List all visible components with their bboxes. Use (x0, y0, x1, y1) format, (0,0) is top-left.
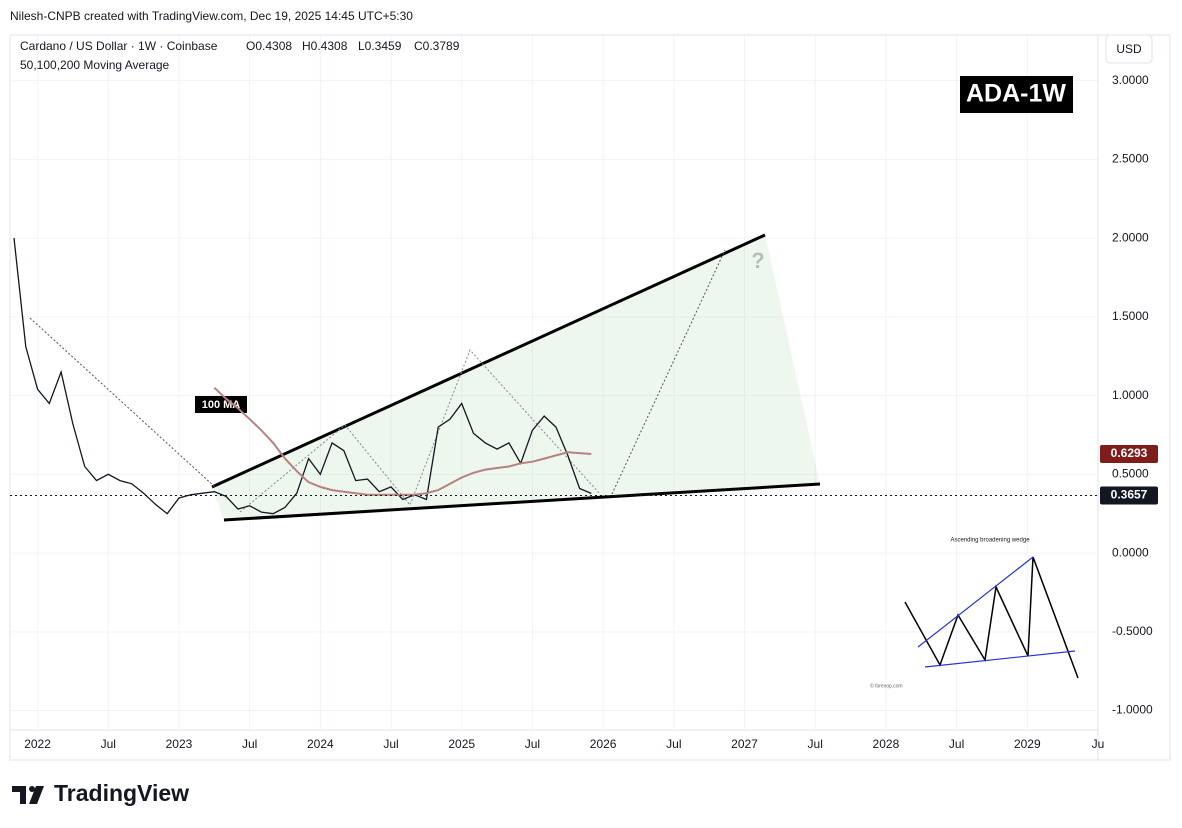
ohlc-high: H0.4308 (302, 39, 348, 53)
x-tick-label: 2025 (448, 737, 475, 751)
x-tick-label: Jul (808, 737, 823, 751)
inset-lower (924, 650, 1076, 668)
x-tick-label: 2022 (24, 737, 51, 751)
x-tick-label: Jul (525, 737, 540, 751)
x-tick-label: Ju (1092, 737, 1105, 751)
y-tick-label: 2.5000 (1112, 152, 1149, 166)
x-tick-label: Jul (242, 737, 257, 751)
x-tick-label: Jul (949, 737, 964, 751)
x-tick-label: 2027 (731, 737, 758, 751)
x-tick-label: 2023 (166, 737, 193, 751)
x-tick-label: 2026 (590, 737, 617, 751)
question-mark: ? (751, 248, 764, 273)
currency[interactable]: USD (1116, 42, 1142, 56)
y-tick-label: -1.0000 (1112, 703, 1153, 717)
y-tick-label: 1.0000 (1112, 388, 1149, 402)
y-tick-label: -0.5000 (1112, 624, 1153, 638)
wedge-fill (212, 235, 820, 520)
indicator: 50,100,200 Moving Average (20, 58, 170, 72)
inset-credit: © forexop.com (870, 682, 903, 689)
credit: Nilesh-CNPB created with TradingView.com… (10, 9, 413, 23)
y-tick-label: 0.5000 (1112, 467, 1149, 481)
price-label-box (1100, 486, 1158, 505)
dotted-path (29, 317, 216, 488)
ohlc-low: L0.3459 (358, 39, 402, 53)
y-tick-label: 1.5000 (1112, 309, 1149, 323)
x-tick-label: Jul (101, 737, 116, 751)
x-tick-label: 2029 (1014, 737, 1041, 751)
inset-zigzag (904, 556, 1079, 679)
y-tick-label: 2.0000 (1112, 230, 1149, 244)
ma-label-box (195, 396, 247, 413)
x-tick-label: 2028 (873, 737, 900, 751)
inset-title: Ascending broadening wedge (950, 538, 1030, 544)
inset-upper (917, 556, 1034, 648)
wedge-lower (223, 482, 821, 522)
badge: ADA-1W (966, 80, 1066, 108)
y-tick-label: 3.0000 (1112, 73, 1149, 87)
price-label: 0.3657 (1111, 488, 1148, 502)
wedge-upper (211, 233, 766, 489)
moving-average (213, 386, 592, 496)
price-label: 0.6293 (1111, 446, 1148, 460)
ohlc-open: O0.4308 (246, 39, 292, 53)
price-label-box (1100, 444, 1158, 463)
y-tick-label: 0.0000 (1112, 545, 1149, 559)
x-tick-label: Jul (383, 737, 398, 751)
x-tick-label: Jul (666, 737, 681, 751)
chart-frame (9, 34, 1171, 761)
currency-button[interactable] (1105, 34, 1153, 64)
x-tick-label: 2024 (307, 737, 334, 751)
logo-text: TradingView (54, 780, 189, 806)
symbol: Cardano / US Dollar · 1W · Coinbase (20, 39, 218, 53)
badge-box (960, 76, 1073, 113)
ohlc-close: C0.3789 (414, 39, 460, 53)
logo-icon (12, 786, 44, 804)
dotted-projection (611, 249, 726, 495)
